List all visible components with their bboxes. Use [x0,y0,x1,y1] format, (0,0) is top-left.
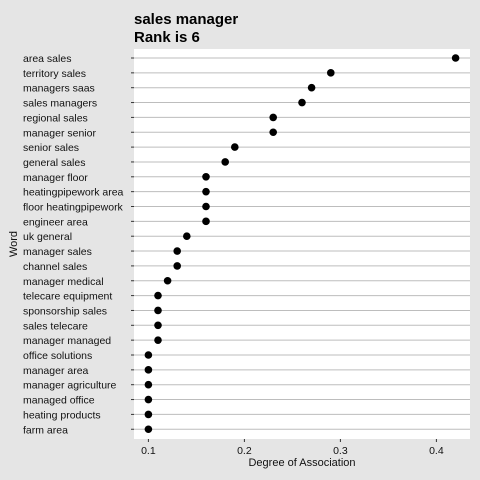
y-tick-label: sponsorship sales [23,305,107,317]
y-tick-label: heatingpipework area [23,187,124,199]
data-points [144,54,460,434]
data-point [144,366,153,374]
y-tick-label: managers saas [23,83,95,95]
data-point [163,276,172,285]
data-point [231,143,239,151]
y-tick-label: senior sales [23,142,79,154]
x-tick-label: 0.4 [429,445,444,457]
y-tick-label: office solutions [23,350,92,362]
data-point [269,128,278,137]
data-point [298,98,306,107]
data-point [154,321,162,330]
data-point [154,336,162,344]
y-tick-label: manager senior [23,127,96,139]
y-tick-label: manager sales [23,246,92,258]
y-tick-label: managed office [23,395,95,407]
gridlines [134,57,470,430]
y-tick-label: telecare equipment [23,291,112,303]
y-tick-label: floor heatingpipework [23,202,124,214]
y-tick-label: farm area [23,424,68,436]
chart-title-line-2: Rank is 6 [134,29,200,46]
y-tick-label: sales managers [23,98,97,110]
x-axis-ticks: 0.1 0.2 0.3 0.4 [141,439,444,457]
y-tick-label: sales telecare [23,320,88,332]
x-tick-label: 0.2 [237,445,252,457]
y-tick-label: area sales [23,53,71,65]
data-point [202,217,210,226]
y-tick-label: territory sales [23,68,86,80]
data-point [154,291,162,300]
data-point [221,158,229,166]
data-point [183,232,191,240]
data-point [154,306,162,315]
data-point [327,69,335,77]
data-point [202,173,210,181]
y-tick-label: regional sales [23,112,88,124]
x-tick-label: 0.1 [141,445,156,457]
y-tick-label: engineer area [23,216,88,228]
x-tick-label: 0.3 [333,445,348,457]
y-tick-label: manager medical [23,276,104,288]
data-point [144,380,153,389]
y-tick-label: channel sales [23,261,87,273]
data-point [269,113,278,122]
chart-title-line-1: sales manager [134,11,238,28]
data-point [202,187,210,196]
data-point [144,351,153,359]
plot-panel [134,49,470,439]
y-tick-label: manager agriculture [23,380,117,392]
data-point [307,83,316,92]
y-tick-label: heating products [23,409,101,421]
y-axis-tick-labels: area sales territory sales managers saas sa… [23,53,134,436]
data-point [144,395,153,404]
data-point [173,262,181,270]
data-point [173,247,181,255]
data-point [451,54,460,62]
x-axis-label: Degree of Association [248,457,355,469]
y-axis-label: Word [8,231,20,257]
y-tick-label: manager area [23,365,89,377]
data-point [144,410,153,419]
data-point [202,202,210,211]
y-tick-label: general sales [23,157,85,169]
data-point [144,425,153,434]
y-tick-label: manager floor [23,172,88,184]
y-tick-label: uk general [23,231,72,243]
y-tick-label: manager managed [23,335,111,347]
